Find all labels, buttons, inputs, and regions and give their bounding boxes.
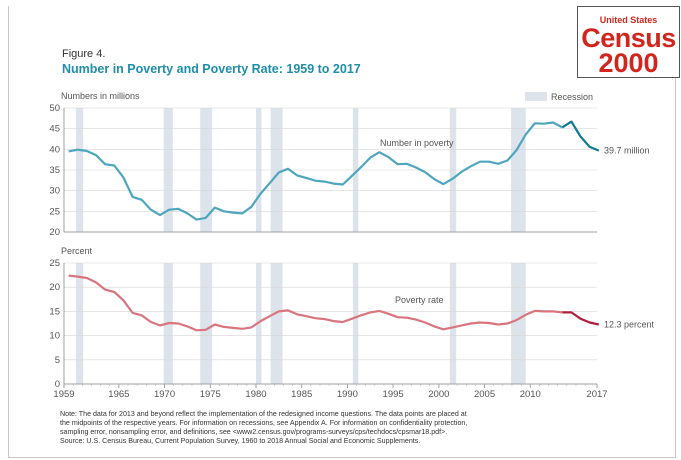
census-logo: United States Census 2000 bbox=[577, 6, 680, 78]
logo-line-3: 2000 bbox=[598, 48, 659, 78]
recession-bar-rate-5 bbox=[352, 263, 359, 384]
y-tick-label-rate-25: 25 bbox=[49, 258, 60, 269]
x-tick-label-1995: 1995 bbox=[383, 389, 404, 400]
end-value-label-rate: 12.3 percent bbox=[604, 319, 655, 329]
y-tick-label-number-25: 25 bbox=[49, 206, 60, 217]
y-tick-label-rate-10: 10 bbox=[49, 331, 60, 342]
y-tick-label-number-50: 50 bbox=[49, 103, 60, 114]
figure-frame bbox=[8, 6, 676, 458]
y-tick-label-number-35: 35 bbox=[49, 165, 60, 176]
x-tick-label-1990: 1990 bbox=[337, 389, 358, 400]
series-line-rate bbox=[68, 274, 563, 332]
series-line-number-redesigned bbox=[561, 120, 600, 152]
y-tick-label-rate-15: 15 bbox=[49, 306, 60, 317]
x-tick-label-2005: 2005 bbox=[474, 389, 495, 400]
legend-recession-swatch bbox=[525, 92, 547, 101]
x-tick-label-2000: 2000 bbox=[428, 389, 449, 400]
y-tick-label-number-30: 30 bbox=[49, 186, 60, 197]
y-tick-label-rate-20: 20 bbox=[49, 282, 60, 293]
recession-bar-rate-6 bbox=[449, 263, 457, 384]
x-tick-label-1959: 1959 bbox=[53, 389, 74, 400]
note-line-1: Note: The data for 2013 and beyond refle… bbox=[60, 410, 467, 418]
recession-bar-rate-7 bbox=[511, 263, 526, 384]
x-tick-label-1980: 1980 bbox=[245, 389, 266, 400]
y-tick-label-number-40: 40 bbox=[49, 144, 60, 155]
y-tick-label-number-45: 45 bbox=[49, 124, 60, 135]
end-value-label-number: 39.7 million bbox=[604, 146, 650, 156]
recession-bar-rate-4 bbox=[270, 263, 283, 384]
logo-line-1: United States bbox=[599, 15, 658, 25]
notes-block: Note: The data for 2013 and beyond refle… bbox=[60, 410, 656, 446]
series-line-number bbox=[68, 121, 563, 221]
recession-bar-rate-0 bbox=[75, 263, 84, 384]
figure-title: Number in Poverty and Poverty Rate: 1959… bbox=[62, 62, 361, 76]
series-label-rate: Poverty rate bbox=[395, 295, 444, 305]
y-tick-label-rate-5: 5 bbox=[55, 355, 60, 366]
series-line-rate-redesigned bbox=[562, 311, 600, 326]
y-tick-label-rate-0: 0 bbox=[55, 379, 60, 390]
source-line: Source: U.S. Census Bureau, Current Popu… bbox=[60, 437, 421, 445]
note-line-2: the midpoints of the respective years. F… bbox=[60, 419, 468, 427]
note-line-3: sampling error, nonsampling error, and d… bbox=[60, 428, 448, 436]
x-tick-label-1970: 1970 bbox=[154, 389, 175, 400]
y-axis-label-number: Numbers in millions bbox=[61, 91, 140, 101]
x-tick-label-2010: 2010 bbox=[520, 389, 541, 400]
y-axis-label-rate: Percent bbox=[61, 246, 93, 256]
x-tick-label-1985: 1985 bbox=[291, 389, 312, 400]
recession-bar-rate-2 bbox=[200, 263, 213, 384]
series-label-number: Number in poverty bbox=[380, 138, 454, 148]
logo-line-2: Census bbox=[581, 23, 676, 53]
figure-label: Figure 4. bbox=[62, 48, 106, 60]
x-tick-label-2017: 2017 bbox=[586, 389, 607, 400]
x-tick-label-1975: 1975 bbox=[200, 389, 221, 400]
y-tick-label-number-20: 20 bbox=[49, 227, 60, 238]
x-tick-label-1965: 1965 bbox=[108, 389, 129, 400]
legend-recession-label: Recession bbox=[551, 92, 593, 102]
